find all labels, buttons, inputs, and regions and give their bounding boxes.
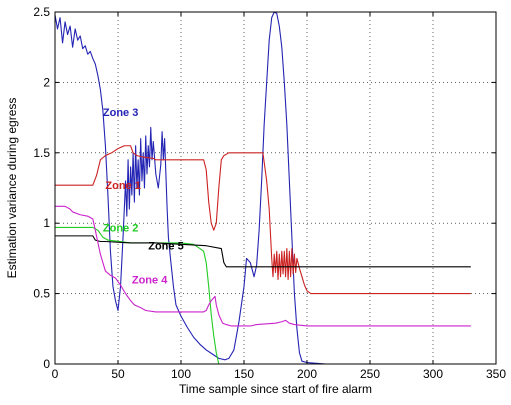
x-axis-label: Time sample since start of fire alarm <box>179 382 372 396</box>
series-label-zone-1: Zone 1 <box>105 180 140 192</box>
y-tick-label: 2 <box>43 75 50 89</box>
series-line-zone-2 <box>55 226 220 365</box>
ticks: 0 50 100 150 200 250 300 350 0 0.5 1 1.5 2 2.5 <box>33 5 506 381</box>
series-label-zone-4: Zone 4 <box>132 275 168 287</box>
y-tick-label: 0.5 <box>33 287 50 301</box>
y-tick-label: 1 <box>43 216 50 230</box>
series-layer <box>54 11 471 365</box>
y-tick-label: 1.5 <box>33 146 50 160</box>
x-tick-label: 300 <box>423 367 443 381</box>
series-label-zone-5: Zone 5 <box>148 241 183 253</box>
series-label-zone-3: Zone 3 <box>103 107 138 119</box>
plot-frame <box>54 11 497 365</box>
y-axis-label: Estimation variance during egress <box>5 98 19 279</box>
x-tick-label: 350 <box>486 367 506 381</box>
grid <box>55 12 496 364</box>
y-tick-label: 2.5 <box>33 5 50 19</box>
series-line-zone-4 <box>55 205 471 327</box>
x-tick-label: 250 <box>360 367 380 381</box>
x-tick-label: 100 <box>171 367 191 381</box>
series-line-zone-3 <box>54 11 326 365</box>
x-tick-label: 150 <box>234 367 254 381</box>
series-label-zone-2: Zone 2 <box>103 222 138 234</box>
series-line-zone-1 <box>55 145 471 295</box>
x-tick-label: 50 <box>111 367 125 381</box>
series-labels: Zone 3 Zone 1 Zone 2 Zone 5 Zone 4 <box>103 107 184 287</box>
x-tick-label: 200 <box>297 367 317 381</box>
x-tick-label: 0 <box>52 367 59 381</box>
y-tick-label: 0 <box>43 357 50 371</box>
